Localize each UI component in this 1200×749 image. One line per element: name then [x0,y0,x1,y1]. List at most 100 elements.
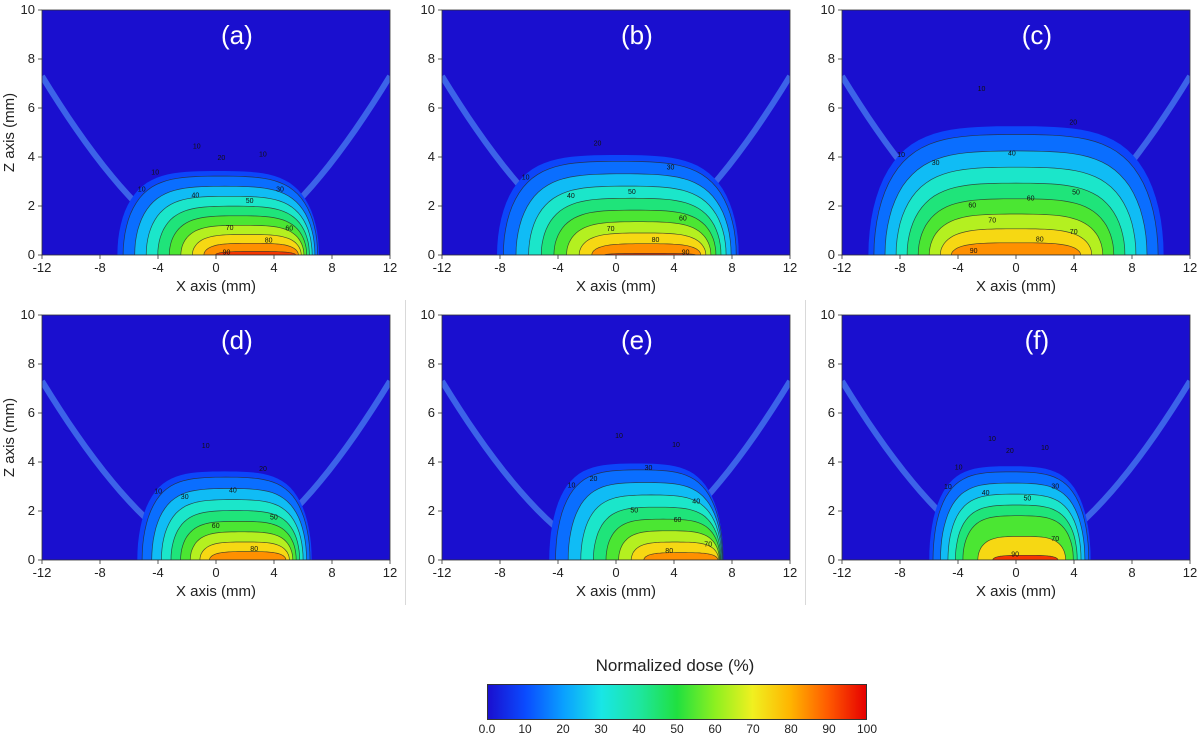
contour-label: 10 [944,484,952,491]
y-tick-label: 0 [28,552,35,567]
dose-contour-level [950,242,1082,255]
contour-label: 90 [1011,552,1019,559]
panel-divider [405,300,406,605]
contour-label: 20 [218,155,226,162]
x-tick-label: 8 [328,260,335,275]
contour-label: 10 [193,144,201,151]
x-tick-label: -12 [33,260,52,275]
x-tick-label: 8 [1128,260,1135,275]
y-tick-label: 0 [428,552,435,567]
x-tick-label: 4 [1070,565,1077,580]
y-tick-label: 0 [828,247,835,262]
dose-map-svg: 10 10 10 20 30 40 50 60 70 80 -12 -8 -4 0 4 8 12 0 2 4 6 8 10 X… [421,307,798,600]
contour-label: 10 [1041,445,1049,452]
contour-label: 30 [276,187,284,194]
x-tick-label: 8 [728,565,735,580]
dose-map-svg: 10 20 30 40 50 60 70 80 90 -12 -8 -4 0 4 8 12 0 2 4 6 8 10 X a… [421,2,798,295]
x-tick-label: 0 [212,260,219,275]
contour-label: 80 [1036,237,1044,244]
contour-label: 60 [968,202,976,209]
y-tick-label: 10 [21,307,35,322]
x-tick-label: 12 [783,565,797,580]
y-tick-label: 0 [428,247,435,262]
x-tick-label: -8 [494,260,506,275]
contour-label: 60 [285,226,293,233]
contour-label: 10 [897,152,905,159]
dose-contour-level [643,552,719,560]
x-tick-label: 4 [270,565,277,580]
colorbar-tick-label: 90 [822,722,836,736]
contour-label: 10 [672,442,680,449]
y-tick-label: 6 [428,405,435,420]
colorbar: Normalized dose (%) 0.0 10 20 30 40 50 60 70 80 9… [470,650,880,745]
contour-label: 80 [652,237,660,244]
contour-label: 70 [988,217,996,224]
contour-label: 70 [607,226,615,233]
contour-label: 80 [265,237,273,244]
contour-label: 20 [259,466,267,473]
contour-label: 10 [259,152,267,159]
x-tick-label: 4 [270,260,277,275]
contour-label: 30 [645,465,653,472]
x-tick-label: -4 [152,260,164,275]
contour-label: 40 [1008,150,1016,157]
y-tick-label: 8 [428,356,435,371]
contour-label: 60 [674,517,682,524]
x-tick-label: 8 [728,260,735,275]
x-tick-label: 12 [1183,565,1197,580]
panel-divider [805,300,806,605]
contour-label: 80 [250,546,258,553]
y-tick-label: 2 [828,503,835,518]
contour-label: 80 [665,548,673,555]
contour-label: 50 [246,198,254,205]
contour-label: 40 [192,193,200,200]
x-tick-label: -4 [952,260,964,275]
x-tick-label: 0 [1012,565,1019,580]
y-tick-label: 2 [28,198,35,213]
y-tick-label: 6 [428,100,435,115]
panel-label: (b) [621,20,653,50]
contour-label: 10 [151,169,159,176]
x-tick-label: -8 [894,260,906,275]
contour-label: 50 [1072,190,1080,197]
x-tick-label: 8 [328,565,335,580]
contour-label: 40 [567,193,575,200]
dose-panel: 10 20 30 40 50 60 70 80 90 -12 -8 -4 0 4 8 12 0 2 4 6 8 10 X a… [400,0,800,305]
x-tick-label: -4 [552,260,564,275]
colorbar-tick-label: 0.0 [478,722,496,736]
x-tick-label: -12 [433,260,452,275]
y-tick-label: 10 [421,307,435,322]
contour-label: 90 [223,250,231,257]
panel-label: (c) [1022,20,1052,50]
y-tick-label: 4 [428,454,435,469]
y-tick-label: 10 [821,307,835,322]
x-axis-label: X axis (mm) [176,278,256,295]
dose-map-svg: 10 10 20 30 40 50 60 80 -12 -8 -4 0 4 8 12 0 2 4 6 8 10 X axi… [1,307,397,600]
y-tick-label: 2 [428,503,435,518]
x-tick-label: -8 [94,565,106,580]
y-tick-label: 6 [828,100,835,115]
colorbar-tick-label: 100 [856,722,878,736]
y-tick-label: 8 [28,51,35,66]
contour-label: 50 [628,189,636,196]
colorbar-tick-label: 40 [632,722,646,736]
contour-label: 30 [1051,484,1059,491]
colorbar-tick-label: 20 [556,722,570,736]
colorbar-tick-label: 60 [708,722,722,736]
x-tick-label: 0 [612,260,619,275]
colorbar-ticks: 0.0 10 20 30 40 50 60 70 80 90 100 [479,722,877,742]
y-tick-label: 8 [828,51,835,66]
x-axis-label: X axis (mm) [176,583,256,600]
y-tick-label: 0 [28,247,35,262]
y-tick-label: 6 [28,405,35,420]
x-tick-label: -12 [33,565,52,580]
colorbar-title: Normalized dose (%) [595,656,755,675]
x-tick-label: -8 [894,565,906,580]
x-tick-label: -4 [552,565,564,580]
colorbar-tick-label: 70 [746,722,760,736]
x-axis-label: X axis (mm) [576,278,656,295]
panel-label: (d) [221,325,253,355]
dose-panel: 10 10 10 10 20 30 40 50 60 70 80 90 -12 -8 -4 0 4 8 12 0 2 4 6… [0,0,400,305]
panel-label: (f) [1025,325,1050,355]
dose-panel: 10 10 10 10 20 30 40 50 70 90 -12 -8 -4 0 4 8 12 0 2 4 6 8 10 X… [800,305,1200,610]
